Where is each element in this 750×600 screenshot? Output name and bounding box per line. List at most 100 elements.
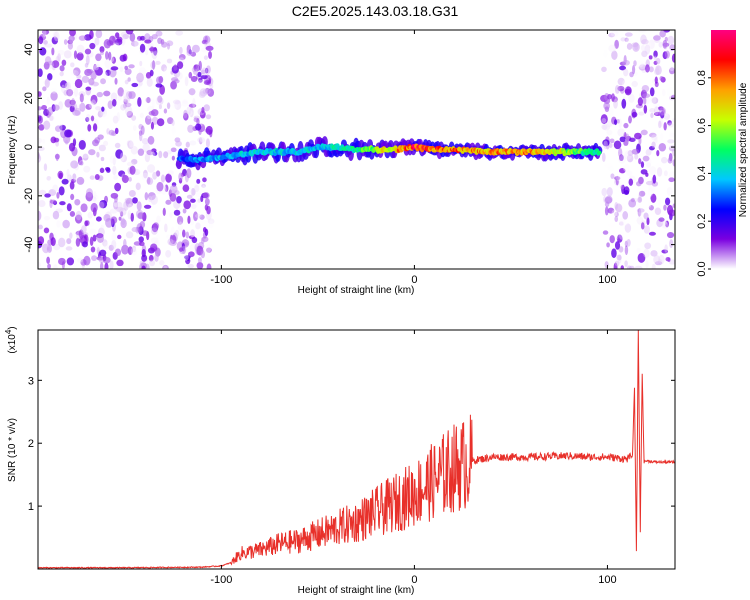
spectrogram-noise-cell xyxy=(160,174,166,183)
spectrogram-noise-cell xyxy=(171,119,175,127)
spectrogram-noise-cell xyxy=(653,103,661,108)
spectrogram-noise-cell xyxy=(637,208,642,217)
spectrogram-noise-cell xyxy=(74,87,79,97)
spectrogram-noise-cell xyxy=(112,157,116,166)
spectrogram-noise-cell xyxy=(143,204,152,209)
spectrogram-noise-cell xyxy=(172,103,178,109)
spectrogram-noise-cell xyxy=(163,151,169,159)
spectrogram-noise-cell xyxy=(603,49,608,58)
spectrogram-noise-cell xyxy=(623,68,629,77)
spectrogram-noise-cell xyxy=(176,71,183,80)
spectrogram-noise-cell xyxy=(646,162,652,168)
spectrogram-noise-cell xyxy=(161,64,167,72)
spectrogram-noise-cell xyxy=(38,236,45,245)
spectrogram-noise-cell xyxy=(74,78,83,89)
spectrogram-noise-cell xyxy=(163,265,168,269)
spectrogram-noise-cell xyxy=(128,64,135,69)
spectrogram-noise-cell xyxy=(206,247,212,253)
spectrogram-noise-cell xyxy=(190,204,197,210)
spectrogram-noise-cell xyxy=(42,138,46,144)
spectrogram-noise-cell xyxy=(620,37,626,42)
spectrogram-noise-cell xyxy=(88,78,95,86)
spectrogram-noise-cell xyxy=(605,120,613,128)
spectrogram-noise-cell xyxy=(138,241,145,247)
spectrogram-noise-cell xyxy=(60,80,68,89)
spectrogram-noise-cell xyxy=(38,210,42,221)
spectrogram-noise-cell xyxy=(661,89,666,97)
spectrogram-noise-cell xyxy=(98,144,106,152)
spectrogram-noise-cell xyxy=(70,98,76,108)
spectrogram-noise-cell xyxy=(669,44,675,52)
spectrogram-noise-cell xyxy=(648,205,654,211)
spectrogram-noise-cell xyxy=(601,66,607,73)
spectrogram-noise-cell xyxy=(201,39,208,45)
spectrogram-noise-cell xyxy=(177,181,184,187)
spectrogram-noise-cell xyxy=(144,192,149,201)
snr-y-ticks: 1 2 3 xyxy=(28,375,675,513)
spectrogram-noise-cell xyxy=(188,49,192,55)
spectrogram-noise-cell xyxy=(204,204,209,211)
spectrogram-noise-cell xyxy=(127,140,134,150)
spectrogram-noise-cell xyxy=(666,186,673,196)
spectrogram-noise-cell xyxy=(639,207,643,216)
spectrogram-noise-cell xyxy=(63,50,72,59)
spectrogram-noise-cell xyxy=(48,115,55,121)
spectrogram-noise-cell xyxy=(114,77,118,85)
spectrogram-noise-cell xyxy=(667,120,672,126)
spectrogram-noise-cell xyxy=(637,252,646,263)
spectrogram-noise-cell xyxy=(186,194,193,199)
spectrogram-noise-cell xyxy=(64,129,72,138)
spectrogram-noise-cell xyxy=(64,82,70,90)
spectrogram-noise-cell xyxy=(89,30,94,40)
spectrogram-noise-cell xyxy=(73,50,78,60)
spectrogram-noise-cell xyxy=(110,66,119,71)
colorbar-tick-label: 0.0 xyxy=(696,261,708,276)
spectrogram-noise-cell xyxy=(645,149,652,156)
spectrogram-noise-cell xyxy=(624,37,629,42)
spectrogram-noise-cell xyxy=(85,86,92,91)
spectrogram-noise-cell xyxy=(38,110,41,117)
spectrogram-noise-cell xyxy=(198,77,203,83)
spectrogram-noise-cell xyxy=(61,84,65,94)
spectrogram-noise-cell xyxy=(159,84,165,95)
spectrogram-noise-cell xyxy=(49,177,56,187)
spectrogram-noise-cell xyxy=(121,217,126,226)
spectrogram-noise-cell xyxy=(147,135,155,145)
spectrogram-noise-cell xyxy=(127,209,132,220)
spectrogram-noise-cell xyxy=(171,32,177,39)
snr-frame xyxy=(37,329,676,570)
spectrogram-noise-cell xyxy=(198,32,204,39)
spectrogram-noise-cell xyxy=(624,223,632,233)
spectrogram-noise-cell xyxy=(46,249,50,257)
spectrogram-noise-cell xyxy=(625,37,633,44)
spectrogram-noise-cell xyxy=(109,260,114,269)
snr-x-tick-label: -100 xyxy=(210,574,232,586)
snr-series xyxy=(38,330,675,569)
spectrogram-noise-cell xyxy=(182,229,186,238)
spectrogram-noise-cell xyxy=(108,244,114,251)
spectrogram-noise-cell xyxy=(640,222,645,230)
spectrogram-noise-cell xyxy=(197,136,206,144)
spectrogram-noise-cell xyxy=(96,91,104,98)
spectrogram-noise-cell xyxy=(141,254,148,262)
spectrogram-noise-cell xyxy=(654,136,658,144)
spectrogram-noise-cell xyxy=(137,165,143,173)
snr-y-tick-label: 2 xyxy=(28,438,34,450)
spectrogram-noise-cell xyxy=(651,97,659,104)
spectrogram-noise-cell xyxy=(601,124,608,130)
spectrogram-noise-cell xyxy=(53,264,58,269)
spectrogram-noise-cell xyxy=(84,48,92,55)
spectrogram-noise-cell xyxy=(183,200,192,210)
spectrogram-noise-cell xyxy=(161,41,168,48)
spectrogram-noise-cell xyxy=(622,59,630,66)
spectrogram-noise-cell xyxy=(62,219,70,229)
spectrogram-noise-cell xyxy=(645,260,649,268)
spectrogram-noise-cell xyxy=(38,224,43,230)
spectrogram-noise-cell xyxy=(147,164,156,173)
spectrogram-noise-cell xyxy=(44,56,52,65)
spectrogram-noise-cell xyxy=(650,112,654,119)
spectrogram-noise-cell xyxy=(156,118,165,127)
spectrogram-noise-cell xyxy=(57,49,65,55)
spectrogram-noise-cell xyxy=(624,260,628,268)
spectrogram-x-tick-label: 0 xyxy=(411,274,417,286)
